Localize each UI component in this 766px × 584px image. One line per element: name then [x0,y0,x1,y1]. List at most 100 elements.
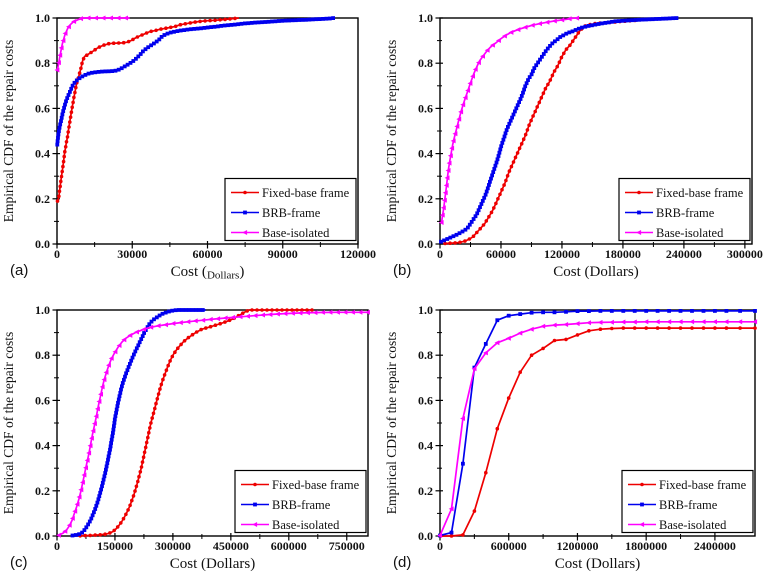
series-marker-brb-frame [56,135,60,140]
series-marker-brb-frame [114,410,118,415]
series-marker-brb-frame [93,507,98,511]
series-marker-base-isolated [222,315,228,321]
series-marker-fixed-base-frame [144,31,149,35]
series-marker-fixed-base-frame [188,21,193,25]
series-marker-base-isolated [689,319,695,325]
series-marker-brb-frame [108,447,112,452]
series-marker-base-isolated [215,316,221,322]
series-marker-brb-frame [68,90,72,94]
series-marker-brb-frame [197,308,202,312]
legend-label-base-isolated: Base-isolated [272,518,340,532]
series-marker-brb-frame [222,23,227,28]
series-marker-fixed-base-frame [478,226,482,231]
series-marker-brb-frame [199,26,203,31]
series-marker-brb-frame [500,141,505,145]
y-axis-label: Empirical CDF of the repair costs [1,40,16,223]
series-marker-brb-frame [74,78,79,83]
series-marker-fixed-base-frame [55,199,60,203]
series-marker-brb-frame [499,144,504,149]
series-marker-brb-frame [232,22,237,27]
series-marker-fixed-base-frame [587,329,591,333]
series-marker-fixed-base-frame [112,528,116,533]
series-marker-brb-frame [522,87,526,92]
series-marker-base-isolated [335,309,340,315]
series-marker-brb-frame [564,309,568,314]
series-marker-brb-frame [62,105,66,110]
series-marker-brb-frame [317,17,322,21]
series-marker-fixed-base-frame [511,160,516,164]
legend-marker-fixed-base-frame [243,190,247,195]
series-marker-brb-frame [143,47,148,52]
series-marker-brb-frame [152,41,156,46]
series-marker-brb-frame [219,24,224,28]
series-marker-base-isolated [551,18,557,24]
series-marker-brb-frame [168,30,173,35]
series-marker-fixed-base-frame [108,531,112,535]
series-marker-fixed-base-frame [193,20,197,24]
series-marker-fixed-base-frame [305,308,309,312]
series-marker-brb-frame [104,467,108,472]
series-marker-brb-frame [120,384,124,389]
series-marker-fixed-base-frame [484,470,488,475]
panel-label-d: (d) [393,554,411,571]
series-marker-fixed-base-frame [644,326,648,330]
series-marker-fixed-base-frame [523,132,528,137]
series-marker-brb-frame [253,20,257,25]
series-marker-fixed-base-frame [68,120,72,124]
series-marker-brb-frame [627,18,631,23]
panel-label-b: (b) [393,262,411,279]
series-marker-brb-frame [102,474,107,479]
x-tick-label: 90000 [268,247,298,261]
series-marker-fixed-base-frame [270,308,274,312]
series-marker-fixed-base-frame [61,159,66,164]
series-marker-brb-frame [671,16,675,21]
series-marker-fixed-base-frame [128,503,132,508]
series-marker-fixed-base-frame [655,326,660,330]
series-marker-brb-frame [484,189,489,194]
series-marker-fixed-base-frame [131,494,136,498]
series-marker-brb-frame [488,179,492,184]
series-marker-brb-frame [185,27,190,32]
series-marker-fixed-base-frame [533,109,537,114]
series-marker-brb-frame [283,18,288,23]
series-marker-brb-frame [69,86,74,91]
legend-marker-brb-frame [637,210,641,215]
series-marker-brb-frame [678,309,683,313]
x-tick-label: 600000 [271,539,307,553]
series-marker-fixed-base-frame [57,194,61,199]
series-marker-fixed-base-frame [475,230,479,235]
series-marker-fixed-base-frame [164,368,169,372]
series-marker-brb-frame [59,115,64,120]
series-marker-fixed-base-frame [121,516,126,521]
series-marker-brb-frame [192,27,197,31]
series-marker-brb-frame [112,417,117,422]
series-marker-base-isolated [207,316,213,322]
series-marker-brb-frame [154,39,159,44]
series-marker-brb-frame [540,54,544,59]
series-marker-brb-frame [125,368,130,373]
series-marker-fixed-base-frame [213,18,217,23]
series-marker-base-isolated [574,321,580,327]
series-marker-brb-frame [480,199,485,203]
series-marker-fixed-base-frame [213,323,218,327]
x-tick-label: 0 [54,539,60,553]
series-marker-fixed-base-frame [72,95,76,100]
legend-marker-base-isolated [636,230,642,235]
series-marker-fixed-base-frame [126,508,130,512]
series-marker-fixed-base-frame [552,69,557,73]
series-marker-fixed-base-frame [208,324,213,329]
series-marker-base-isolated [320,309,325,315]
series-marker-brb-frame [170,308,175,313]
series-marker-fixed-base-frame [147,430,151,435]
series-marker-fixed-base-frame [701,326,706,330]
series-marker-brb-frame [644,17,648,22]
series-marker-fixed-base-frame [59,179,63,184]
series-marker-brb-frame [491,170,496,174]
series-marker-fixed-base-frame [144,440,149,445]
series-marker-brb-frame [200,308,205,312]
series-marker-fixed-base-frame [546,82,550,87]
series-marker-fixed-base-frame [142,450,147,455]
series-marker-fixed-base-frame [713,326,717,330]
series-marker-brb-frame [314,17,319,22]
series-marker-base-isolated [177,320,183,326]
